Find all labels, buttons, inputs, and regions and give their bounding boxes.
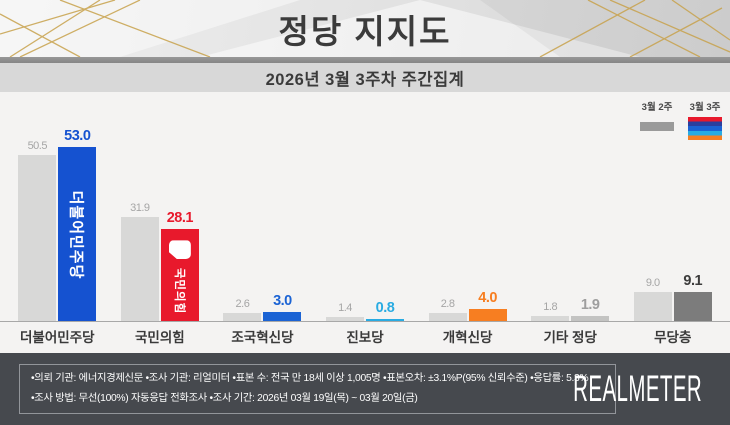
survey-info-line-2: •조사 방법: 무선(100%) 자동응답 전화조사 •조사 기간: 2026년… (31, 393, 418, 404)
previous-week-column: 2.8 (428, 297, 467, 322)
bar-pair: 31.9 28.1 국민의힘 (109, 202, 212, 322)
legend-swatch-previous-week (640, 122, 674, 131)
current-week-bar (468, 308, 507, 322)
chart-area: 3월 2주 3월 3주 50.5 53.0 더불어민주당 더불어민주당 31.9 28.1… (0, 92, 730, 353)
current-week-bar: 더불어민주당 (58, 147, 97, 322)
legend-item-current-week: 3월 3주 (688, 99, 722, 140)
current-week-column: 0.8 (366, 300, 405, 322)
bar-pair: 1.8 1.9 (519, 297, 622, 322)
previous-week-value: 2.8 (440, 297, 455, 310)
bar-pair: 50.5 53.0 더불어민주당 (6, 128, 109, 322)
legend: 3월 2주 3월 3주 (640, 99, 722, 140)
legend-swatch-current-week (688, 117, 722, 140)
category-label: 국민의힘 (135, 330, 185, 345)
party-logo-overlay: 더불어민주당 (58, 147, 96, 322)
bar-group: 1.4 0.8 진보당 (314, 92, 417, 353)
current-week-value: 1.9 (580, 296, 600, 313)
bar-group: 1.8 1.9 기타 정당 (519, 92, 622, 353)
bar-group: 50.5 53.0 더불어민주당 더불어민주당 (6, 92, 109, 353)
party-logo-icon (168, 240, 191, 260)
previous-week-column: 1.8 (531, 301, 570, 322)
bar-group: 31.9 28.1 국민의힘 국민의힘 (109, 92, 212, 353)
party-name-vertical-text: 더불어민주당 (67, 190, 85, 279)
bar-group: 2.8 4.0 개혁신당 (416, 92, 519, 353)
bar-group: 9.0 9.1 무당층 (621, 92, 724, 353)
current-week-column: 28.1 국민의힘 (160, 210, 199, 322)
current-week-value: 0.8 (375, 300, 395, 317)
legend-item-previous-week: 3월 2주 (640, 99, 674, 131)
current-week-bar (263, 312, 302, 322)
current-week-column: 3.0 (263, 293, 302, 322)
current-week-bar (571, 315, 610, 322)
survey-info-box: •의뢰 기관: 에너지경제신문 •조사 기관: 리얼미터 •표본 수: 전국 만… (19, 364, 616, 414)
current-week-value: 4.0 (478, 289, 497, 306)
bar-group: 2.6 3.0 조국혁신당 (211, 92, 314, 353)
previous-week-bar (531, 316, 570, 322)
current-week-bar: 국민의힘 (160, 229, 199, 322)
bar-pair: 9.0 9.1 (621, 273, 724, 322)
current-week-bar (673, 292, 712, 322)
current-week-column: 53.0 더불어민주당 (58, 128, 97, 322)
bar-pair: 1.4 0.8 (314, 300, 417, 322)
bar-pair: 2.6 3.0 (211, 293, 314, 322)
legend-label-previous-week: 3월 2주 (641, 102, 673, 113)
survey-info-line-1: •의뢰 기관: 에너지경제신문 •조사 기관: 리얼미터 •표본 수: 전국 만… (31, 372, 589, 384)
subtitle-band: 2026년 3월 3주차 주간집계 (0, 63, 730, 92)
previous-week-value: 9.0 (645, 277, 660, 290)
current-week-value: 28.1 (166, 210, 194, 227)
previous-week-bar (633, 292, 672, 322)
current-week-value: 53.0 (64, 128, 91, 145)
previous-week-value: 31.9 (130, 201, 150, 214)
legend-label-current-week: 3월 3주 (689, 102, 721, 113)
current-week-column: 9.1 (673, 273, 712, 322)
previous-week-column: 9.0 (633, 277, 672, 322)
previous-week-column: 31.9 (120, 201, 159, 322)
previous-week-bar (18, 155, 57, 322)
category-label: 더불어민주당 (20, 330, 95, 345)
previous-week-column: 50.5 (18, 140, 57, 322)
previous-week-value: 1.8 (543, 301, 558, 314)
current-week-column: 4.0 (468, 289, 507, 322)
realmeter-logo: REALMETER (572, 367, 702, 410)
header-decoration-gold-lines (0, 0, 730, 57)
current-week-column: 1.9 (571, 296, 610, 322)
subtitle: 2026년 3월 3주차 주간집계 (265, 70, 465, 89)
baseline-axis (0, 321, 730, 322)
category-label: 조국혁신당 (231, 330, 294, 345)
current-week-value: 3.0 (273, 293, 292, 310)
previous-week-bar (223, 313, 262, 322)
page-title: 정당 지지도 (278, 12, 452, 50)
category-label: 기타 정당 (543, 330, 597, 345)
party-name-vertical-text: 국민의힘 (172, 267, 185, 314)
bar-plot: 50.5 53.0 더불어민주당 더불어민주당 31.9 28.1 국민의힘 국민의힘 2.6 3… (0, 92, 730, 353)
current-week-value: 9.1 (683, 273, 703, 289)
previous-week-value: 2.6 (235, 298, 250, 311)
previous-week-value: 1.4 (338, 302, 352, 315)
header-divider (0, 57, 730, 63)
category-label: 무당층 (654, 330, 692, 345)
current-week-bar (366, 319, 405, 322)
previous-week-bar (428, 312, 467, 322)
bar-pair: 2.8 4.0 (416, 290, 519, 322)
previous-week-column: 1.4 (326, 302, 365, 322)
footer: •의뢰 기관: 에너지경제신문 •조사 기관: 리얼미터 •표본 수: 전국 만… (0, 353, 730, 425)
previous-week-bar (120, 216, 159, 322)
previous-week-bar (326, 317, 365, 322)
party-logo-overlay: 국민의힘 (161, 229, 199, 322)
category-label: 진보당 (346, 330, 384, 345)
category-label: 개혁신당 (442, 330, 493, 345)
header: 정당 지지도 (0, 0, 730, 57)
previous-week-column: 2.6 (223, 298, 262, 322)
previous-week-value: 50.5 (27, 140, 48, 153)
